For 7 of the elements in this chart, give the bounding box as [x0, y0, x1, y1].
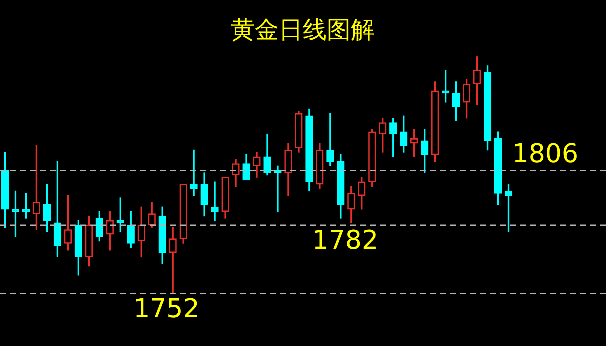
ref-line-label: 1806	[512, 139, 578, 170]
candlestick	[326, 113, 334, 166]
candlestick	[190, 150, 198, 196]
ref-line-label: 1782	[312, 226, 379, 256]
text: 黄金日线图解	[230, 15, 376, 46]
ref-line-label: 1752	[134, 294, 200, 324]
candlestick	[211, 182, 219, 222]
